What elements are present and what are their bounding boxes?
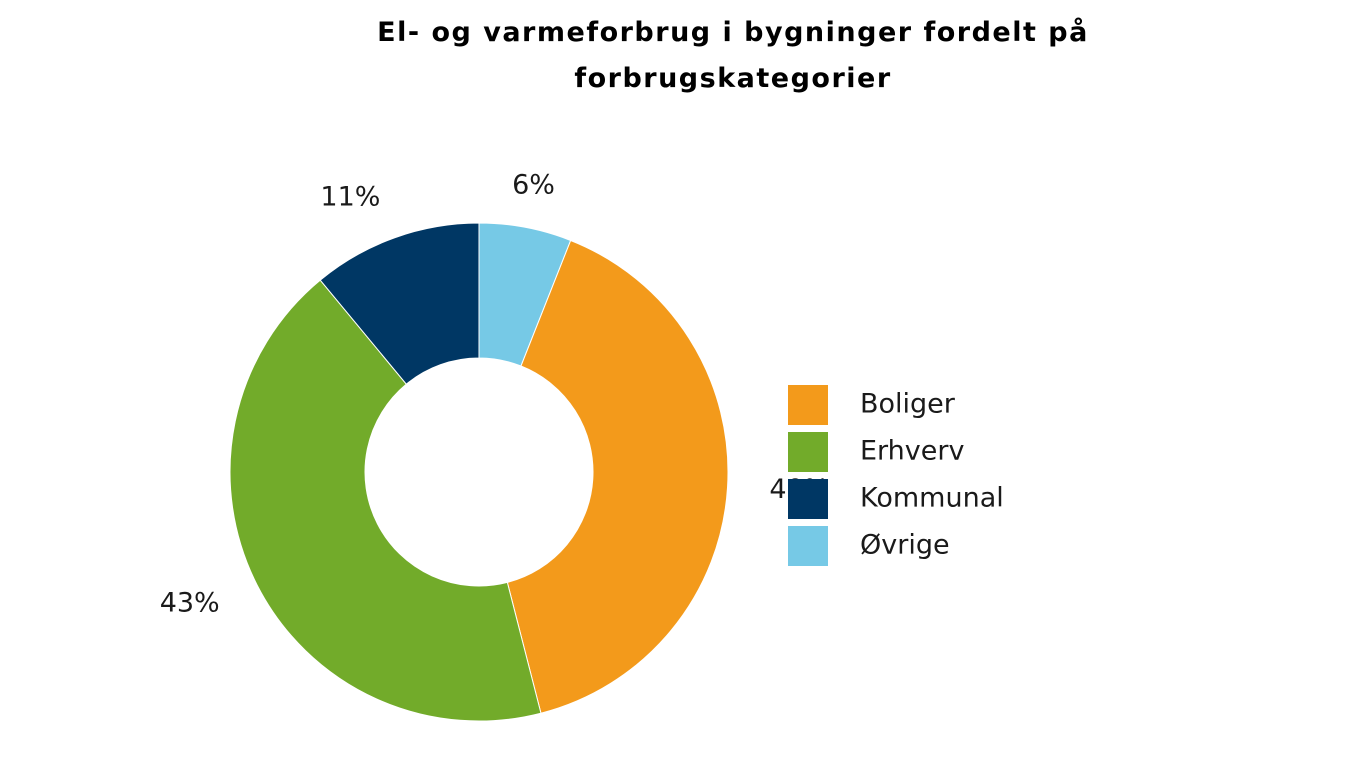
legend: Boliger Erhverv Kommunal Øvrige <box>788 385 1004 566</box>
slice-erhverv <box>229 279 542 722</box>
slice-boliger <box>506 239 729 714</box>
legend-label-kommunal: Kommunal <box>860 483 1004 514</box>
donut-slices <box>229 222 729 722</box>
data-label-kommunal: 11% <box>320 182 380 213</box>
legend-label-boliger: Boliger <box>860 389 956 420</box>
legend-swatch--vrige <box>788 526 828 566</box>
chart-title: El- og varmeforbrug i bygninger fordelt … <box>377 17 1089 94</box>
legend-label-erhverv: Erhverv <box>860 436 964 467</box>
data-label-erhverv: 43% <box>160 588 220 619</box>
data-label--vrige: 6% <box>512 170 555 201</box>
legend-swatch-boliger <box>788 385 828 425</box>
legend-swatch-erhverv <box>788 432 828 472</box>
legend-label--vrige: Øvrige <box>860 530 950 561</box>
legend-swatch-kommunal <box>788 479 828 519</box>
slice-kommunal <box>319 222 480 385</box>
